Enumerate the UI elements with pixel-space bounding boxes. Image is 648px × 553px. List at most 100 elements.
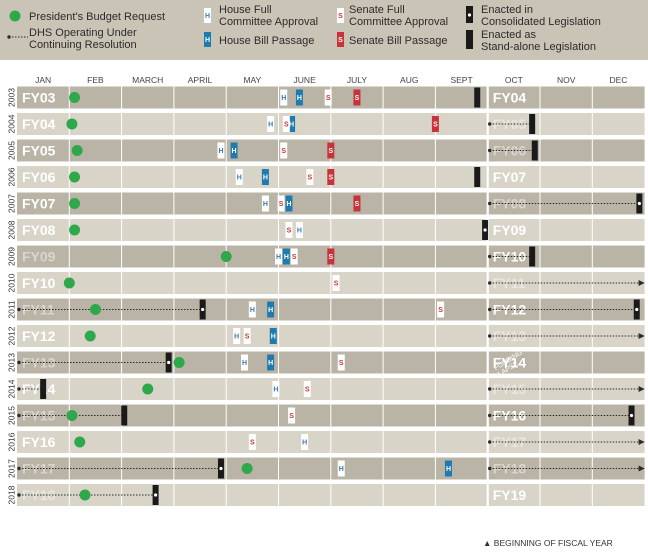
- house-committee-letter: H: [302, 440, 307, 447]
- month-label: JULY: [347, 75, 367, 85]
- month-label: AUG: [400, 75, 418, 85]
- senate-committee-letter: S: [438, 307, 443, 314]
- house-passage-marker: [261, 169, 269, 185]
- continuing-resolution-start: [488, 466, 492, 471]
- year-label: 2007: [7, 194, 17, 213]
- continuing-resolution-start: [488, 387, 492, 391]
- legend-cr-label-1: DHS Operating Under: [29, 27, 137, 39]
- budget-request-marker: [142, 383, 154, 395]
- senate-passage-letter: S: [328, 254, 333, 261]
- budget-request-marker: [69, 92, 81, 103]
- senate-passage-letter: S: [328, 175, 333, 182]
- budget-request-marker: [220, 251, 232, 262]
- house-passage-letter: H: [286, 201, 291, 208]
- legend-senate-committee-marker: [337, 8, 344, 23]
- year-label: 2016: [7, 432, 17, 451]
- continuing-resolution-arrow: [638, 439, 645, 445]
- house-committee-letter: H: [276, 254, 281, 261]
- house-passage-marker: [230, 142, 238, 159]
- senate-passage-letter: S: [355, 95, 360, 102]
- continuing-resolution-arrow: [638, 465, 645, 472]
- house-committee-marker: [301, 434, 309, 450]
- fy-label: FY10: [22, 275, 56, 291]
- year-label: 2010: [7, 273, 17, 292]
- house-passage-letter: H: [297, 95, 302, 102]
- timeline-row: 2005 FY05 FY06 H H S S: [7, 139, 645, 162]
- timeline-row: 2015 FY15 FY16 S: [7, 404, 645, 427]
- fy-label: FY18: [22, 487, 56, 503]
- house-committee-letter: H: [263, 201, 268, 208]
- continuing-resolution-arrow: [638, 333, 645, 339]
- continuing-resolution-start: [488, 148, 492, 153]
- senate-passage-letter: S: [433, 122, 438, 129]
- legend-house-committee-letter: H: [205, 13, 210, 20]
- senate-committee-marker: [248, 434, 256, 450]
- legend-senate-passage-marker: [337, 32, 344, 47]
- senate-committee-marker: [288, 407, 296, 424]
- budget-request-marker: [241, 463, 253, 474]
- legend-house-committee-label-1: House Full: [219, 4, 272, 16]
- next-fy-label: FY13: [493, 328, 527, 344]
- senate-committee-marker: [282, 116, 290, 132]
- budget-request-marker: [79, 489, 91, 501]
- month-label: MARCH: [132, 75, 163, 85]
- year-label: 2012: [7, 326, 17, 345]
- continuing-resolution-start: [17, 387, 21, 391]
- house-passage-letter: H: [263, 175, 268, 182]
- fy-label: FY12: [22, 328, 56, 344]
- next-fy-label: FY14: [493, 355, 527, 371]
- senate-committee-letter: S: [284, 122, 289, 129]
- legend-consolidated-label-1: Enacted in: [481, 4, 533, 16]
- continuing-resolution-start: [488, 413, 492, 418]
- enacted-marker: [529, 246, 536, 267]
- house-committee-letter: H: [268, 122, 273, 129]
- next-fy-label: FY09: [493, 222, 527, 238]
- legend-senate-committee-label-1: Senate Full: [349, 4, 405, 16]
- continuing-resolution-start: [488, 254, 492, 259]
- senate-passage-marker: [353, 195, 361, 212]
- month-label: DEC: [609, 75, 627, 85]
- house-passage-letter: H: [268, 360, 273, 367]
- senate-committee-letter: S: [287, 228, 292, 235]
- legend-bar: [0, 0, 648, 60]
- senate-committee-marker: [337, 354, 345, 371]
- next-fy-label: FY07: [493, 169, 527, 185]
- fy-label: FY06: [22, 169, 56, 185]
- continuing-resolution-start: [488, 201, 492, 206]
- timeline-row: 2003 FY03 FY04 H H S S: [7, 86, 645, 109]
- legend-senate-committee-letter: S: [338, 13, 343, 20]
- next-fy-label: FY19: [493, 487, 527, 503]
- house-passage-marker: [285, 195, 293, 212]
- house-committee-marker: [235, 169, 243, 185]
- year-label: 2018: [7, 485, 17, 504]
- legend-senate-passage-label: Senate Bill Passage: [349, 35, 447, 47]
- legend-standalone-marker: [466, 30, 473, 49]
- legend-senate-committee-label-2: Committee Approval: [349, 16, 448, 28]
- house-passage-marker: [267, 354, 275, 371]
- budget-request-marker: [69, 224, 81, 236]
- house-committee-marker: [241, 354, 249, 371]
- legend-house-committee-label-2: Committee Approval: [219, 16, 318, 28]
- enacted-marker: [474, 167, 481, 187]
- fy-label: FY17: [22, 461, 56, 477]
- budget-request-marker: [173, 357, 185, 368]
- house-passage-marker: [267, 301, 275, 318]
- enacted-marker: [529, 114, 536, 134]
- senate-passage-marker: [327, 169, 335, 185]
- house-committee-marker: [217, 142, 225, 159]
- enacted-marker: [531, 140, 538, 161]
- fy-label: FY16: [22, 434, 56, 450]
- enacted-consolidated-dot: [483, 228, 487, 232]
- timeline-row: 2008 FY08 FY09 HS: [7, 219, 645, 241]
- next-fy-label: FY16: [493, 408, 527, 424]
- continuing-resolution-start: [488, 281, 492, 285]
- legend-house-committee-marker: [204, 8, 211, 23]
- senate-committee-letter: S: [339, 360, 344, 367]
- enacted-consolidated-dot: [635, 307, 639, 312]
- senate-committee-letter: S: [305, 387, 310, 394]
- timeline-row: 2018 FY18 FY19: [7, 484, 645, 506]
